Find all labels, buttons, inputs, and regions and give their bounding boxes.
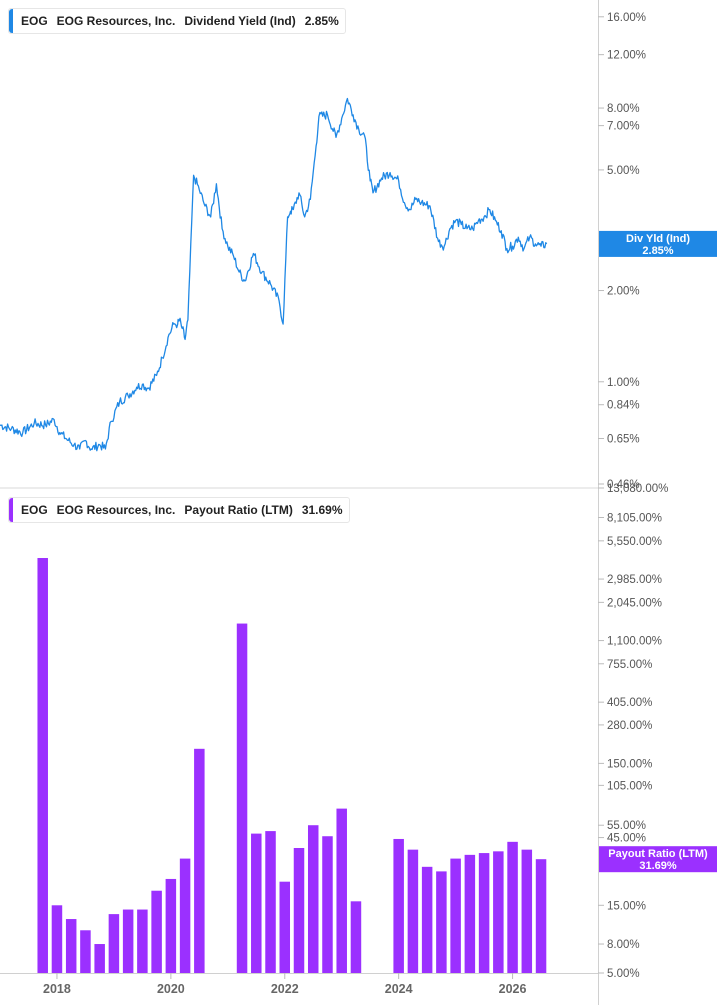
x-tick-label: 2018 [43,982,71,996]
y-tick-label: 1,100.00% [607,636,662,648]
dividend-yield-line [0,97,548,452]
legend-ticker: EOG [21,14,48,28]
payout-ratio-bar [265,831,276,973]
y-tick-label: 45.00% [607,833,646,845]
payout-ratio-callout-value: 31.69% [639,860,677,872]
y-tick-label: 12.00% [607,50,646,62]
dividend-yield-legend[interactable]: EOG EOG Resources, Inc. Dividend Yield (… [8,8,346,34]
y-tick-label: 8,105.00% [607,512,662,524]
dividend-yield-callout-box [599,230,717,257]
value-callouts: Div Yld (Ind)2.85% Payout Ratio (LTM)31.6… [599,230,717,873]
payout-ratio-bar [51,905,63,973]
y-tick-label: 405.00% [607,697,652,709]
y-tick-label: 8.00% [607,939,640,951]
y-tick-label: 755.00% [607,659,652,671]
y-tick-label: 2,045.00% [607,597,662,609]
y-tick-label: 280.00% [607,720,652,732]
y-tick-label: 105.00% [607,780,652,792]
payout-ratio-bar [393,838,404,973]
x-tick-label: 2022 [271,982,299,996]
legend-company: EOG Resources, Inc. [56,14,176,28]
payout-ratio-bar [65,919,77,973]
payout-ratio-bar [350,901,362,973]
payout-ratio-bar [407,849,419,973]
y-tick-label: 8.00% [607,103,640,115]
payout-ratio-bar [493,851,504,973]
legend-company: EOG Resources, Inc. [56,503,176,517]
y-tick-label: 5,550.00% [607,536,662,548]
legend-metric: Dividend Yield (Ind) [184,14,296,28]
payout-ratio-bar [421,866,433,973]
legend-value: 31.69% [301,503,343,517]
x-axis: 2018 2020 2022 2024 2026 [43,973,527,996]
payout-ratio-callout-box [599,846,717,873]
payout-ratio-bar [37,558,48,973]
payout-ratio-bar [122,909,134,973]
dividend-yield-swatch [9,9,13,33]
payout-ratio-y-axis: 13,080.00% 8,105.00% 5,550.00% 2,985.00% 2,0… [598,483,668,980]
payout-ratio-bar [336,808,347,973]
y-tick-label: 13,080.00% [607,483,668,495]
legend-ticker: EOG [21,503,48,517]
payout-ratio-bar [236,623,248,973]
payout-ratio-bar [450,858,461,973]
payout-ratio-bar [179,858,191,973]
payout-ratio-bars [37,558,547,973]
payout-ratio-bar [165,878,177,973]
y-tick-label: 2,985.00% [607,574,662,586]
payout-ratio-bar [464,854,476,973]
y-tick-label: 0.46% [607,479,640,491]
x-tick-label: 2024 [385,982,413,996]
y-tick-label: 0.84% [607,400,640,412]
y-tick-label: 150.00% [607,758,652,770]
dividend-yield-y-axis: 16.00% 12.00% 8.00% 7.00% 5.00% 2.00% 1.00% 0.8… [598,12,646,491]
payout-ratio-bar [80,930,91,973]
dividend-yield-line-group [0,97,548,452]
payout-ratio-bar [194,748,205,973]
payout-ratio-bar [279,881,291,973]
payout-ratio-bar [535,859,547,973]
payout-ratio-bar [108,914,120,973]
payout-ratio-bar [293,848,305,973]
y-tick-label: 16.00% [607,12,646,24]
payout-ratio-bar [521,849,533,973]
y-tick-label: 0.65% [607,433,640,445]
payout-ratio-legend[interactable]: EOG EOG Resources, Inc. Payout Ratio (LT… [8,497,350,523]
legend-metric: Payout Ratio (LTM) [184,503,293,517]
y-tick-label: 7.00% [607,121,640,133]
payout-ratio-bar [507,841,518,973]
payout-ratio-bar [307,825,319,973]
legend-value: 2.85% [304,14,339,28]
y-tick-label: 5.00% [607,968,640,980]
y-tick-label: 15.00% [607,900,646,912]
payout-ratio-bar [251,833,262,973]
payout-ratio-bar [436,871,447,973]
y-tick-label: 5.00% [607,165,640,177]
payout-ratio-bar [151,890,162,973]
payout-ratio-callout-title: Payout Ratio (LTM) [608,848,708,860]
y-tick-label: 1.00% [607,377,640,389]
payout-ratio-bar [322,836,333,973]
dividend-yield-callout-value: 2.85% [642,245,673,257]
payout-ratio-bar [94,944,105,973]
payout-ratio-bar [478,853,490,973]
x-tick-label: 2026 [499,982,527,996]
y-tick-label: 55.00% [607,820,646,832]
payout-ratio-swatch [9,498,13,522]
payout-ratio-bar [137,909,148,973]
x-tick-label: 2020 [157,982,185,996]
y-tick-label: 2.00% [607,286,640,298]
dividend-yield-callout-title: Div Yld (Ind) [626,233,690,245]
